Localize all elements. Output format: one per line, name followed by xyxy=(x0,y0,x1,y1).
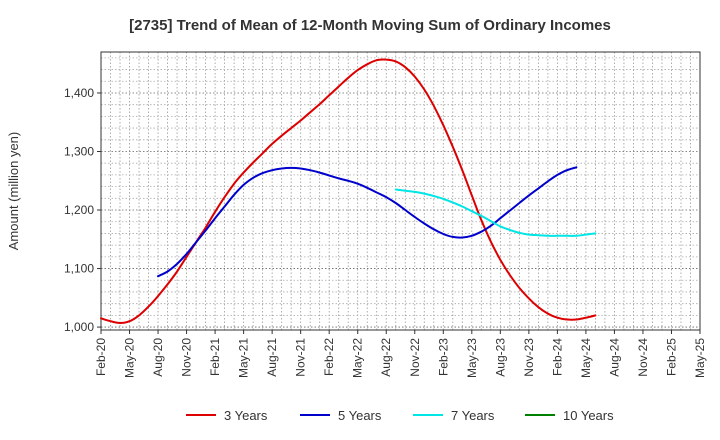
x-tick-label: Aug-24 xyxy=(607,338,621,377)
x-tick-label: Aug-21 xyxy=(265,338,279,377)
legend-label: 3 Years xyxy=(224,408,268,423)
series-line-7-years xyxy=(394,188,597,237)
chart-title: [2735] Trend of Mean of 12-Month Moving … xyxy=(129,17,611,34)
legend-item-3-years: 3 Years xyxy=(186,408,268,423)
series-line-3-years xyxy=(100,58,597,324)
x-tick-label: May-22 xyxy=(351,338,365,378)
x-tick-label: Nov-24 xyxy=(636,338,650,377)
x-tick-label: Feb-20 xyxy=(94,338,108,376)
y-axis-ticks: 1,000 1,100 1,200 1,300 1,400 xyxy=(64,86,101,334)
x-tick-label: Feb-23 xyxy=(436,338,450,376)
y-tick-label: 1,000 xyxy=(64,320,94,334)
plot-frame xyxy=(100,51,701,331)
x-tick-label: Feb-22 xyxy=(322,338,336,376)
x-tick-label: Aug-20 xyxy=(151,338,165,377)
x-axis-ticks: Feb-20 May-20 Aug-20 Nov-20 Feb-21 May-21 Aug-… xyxy=(94,330,707,378)
x-tick-label: Feb-25 xyxy=(664,338,678,376)
legend-item-5-years: 5 Years xyxy=(300,408,382,423)
x-tick-label: Feb-21 xyxy=(208,338,222,376)
legend-label: 10 Years xyxy=(563,408,614,423)
y-axis-label: Amount (million yen) xyxy=(6,132,21,251)
y-tick-label: 1,200 xyxy=(64,203,94,217)
y-tick-label: 1,300 xyxy=(64,144,94,158)
x-tick-label: May-23 xyxy=(465,338,479,378)
y-tick-label: 1,100 xyxy=(64,262,94,276)
x-tick-label: Aug-22 xyxy=(379,338,393,377)
series-lines xyxy=(100,58,597,324)
x-tick-label: Feb-24 xyxy=(550,338,564,376)
x-tick-label: Nov-20 xyxy=(180,338,194,377)
x-tick-label: May-20 xyxy=(123,338,137,378)
x-tick-label: May-21 xyxy=(237,338,251,378)
legend: 3 Years 5 Years 7 Years 10 Years xyxy=(186,408,614,423)
legend-label: 5 Years xyxy=(338,408,382,423)
legend-item-7-years: 7 Years xyxy=(413,408,495,423)
x-tick-label: Aug-23 xyxy=(493,338,507,377)
grid xyxy=(101,52,700,330)
legend-label: 7 Years xyxy=(451,408,495,423)
series-line-5-years xyxy=(157,166,578,278)
x-tick-label: May-24 xyxy=(579,338,593,378)
x-tick-label: Nov-23 xyxy=(522,338,536,377)
y-tick-label: 1,400 xyxy=(64,86,94,100)
x-tick-label: Nov-21 xyxy=(294,338,308,377)
legend-item-10-years: 10 Years xyxy=(525,408,614,423)
x-tick-label: May-25 xyxy=(693,338,707,378)
x-tick-label: Nov-22 xyxy=(408,338,422,377)
